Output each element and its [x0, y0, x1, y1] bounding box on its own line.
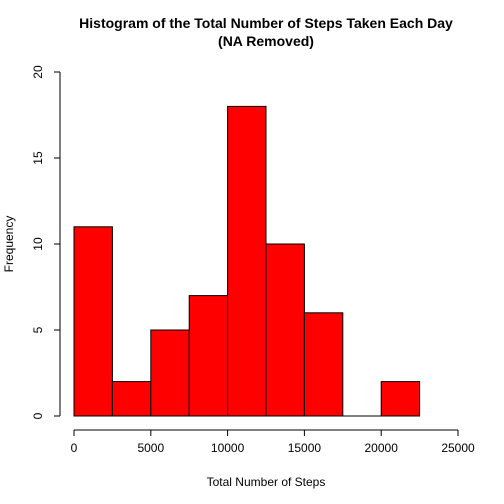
histogram-bar	[227, 105, 267, 417]
histogram-bar	[188, 295, 229, 417]
y-tick-label: 5	[31, 326, 45, 333]
histogram-bar	[265, 243, 305, 417]
x-axis-label: Total Number of Steps	[207, 475, 326, 489]
y-axis: 0 5 10 15 20	[31, 65, 61, 419]
x-tick-label: 15000	[288, 441, 322, 455]
histogram-bar	[380, 381, 421, 417]
x-tick-label: 5000	[137, 441, 164, 455]
chart-title: Histogram of the Total Number of Steps T…	[79, 15, 453, 31]
chart-subtitle: (NA Removed)	[218, 33, 314, 49]
y-tick-label: 20	[31, 65, 45, 79]
histogram-bar	[73, 226, 113, 417]
x-tick-label: 0	[71, 441, 78, 455]
y-tick-label: 0	[31, 412, 45, 419]
histogram-bar	[303, 312, 344, 417]
y-tick-label: 10	[31, 237, 45, 251]
x-tick-label: 10000	[211, 441, 245, 455]
x-axis: 0 5000 10000 15000 20000 25000	[71, 429, 475, 455]
histogram-bar	[111, 381, 152, 417]
y-axis-label: Frequency	[2, 216, 16, 273]
y-tick-label: 15	[31, 151, 45, 165]
bars-group	[73, 105, 421, 417]
x-tick-label: 20000	[365, 441, 399, 455]
x-tick-label: 25000	[441, 441, 475, 455]
histogram-bar	[150, 329, 190, 417]
